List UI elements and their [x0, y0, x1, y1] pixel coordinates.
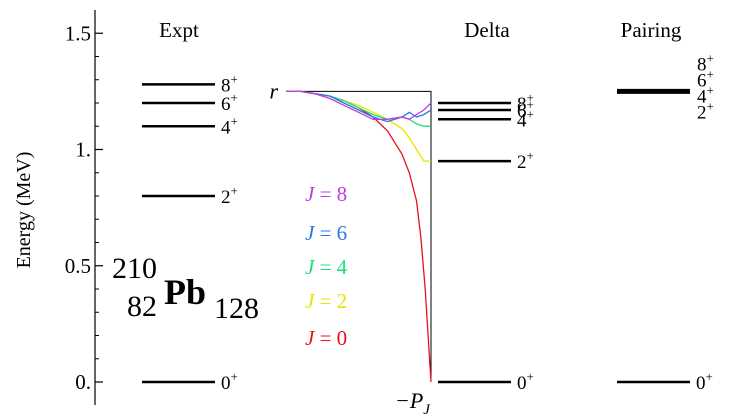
flow-start-label: r [269, 78, 278, 103]
y-tick-label-3: 1.5 [65, 21, 91, 45]
nucleus-neutron-number: 128 [214, 292, 259, 325]
level-label-8: 8+ [517, 90, 534, 115]
y-tick-label-2: 1. [75, 138, 91, 162]
nucleus-symbol: Pb [164, 272, 206, 312]
flow-frame [286, 90, 432, 382]
column-delta: 0+ 2+ 4+6+8+ [438, 90, 534, 394]
energy-levels: 0+2+4+6+8+0+2+4+6+8+0+8+6+4+2+ [142, 50, 714, 394]
column-pairing: 0+ 8+6+4+2+ [617, 50, 714, 394]
level-label-0: 0+ [696, 369, 713, 394]
level-label-0: 0+ [517, 369, 534, 394]
level-label-4: 4+ [697, 82, 714, 107]
flow-curve-j8 [286, 90, 432, 121]
legend-entry-j8: J = 8 [305, 182, 347, 206]
flow-legend: J = 8 J = 6 J = 4 J = 2 J = 0 [305, 182, 348, 350]
legend-entry-j0: J = 0 [305, 326, 347, 350]
level-label-6: 6+ [697, 66, 714, 91]
legend-entry-j6: J = 6 [305, 221, 347, 245]
level-label-6: 6+ [517, 97, 534, 122]
level-label-4: 4+ [221, 113, 238, 138]
level-label-8: 8+ [697, 50, 714, 75]
level-label-6: 6+ [221, 90, 238, 115]
nucleus-label: 210 82 Pb 128 [112, 252, 259, 325]
level-label-4: 4+ [517, 106, 534, 131]
column-titles: Expt Delta Pairing [159, 18, 682, 42]
legend-entry-j4: J = 4 [305, 255, 348, 279]
y-tick-label-0: 0. [75, 370, 91, 394]
nucleus-mass-number: 210 [112, 252, 157, 285]
level-label-0: 0+ [221, 369, 238, 394]
column-title-expt: Expt [159, 18, 199, 42]
flow-end-label: −PJ [395, 388, 431, 415]
flow-curve-j4 [286, 90, 431, 127]
column-title-pairing: Pairing [621, 18, 682, 42]
flow-box: r −PJ [269, 78, 432, 415]
column-title-delta: Delta [464, 18, 510, 42]
flow-curve-j6 [286, 90, 432, 123]
y-axis-label: Energy (MeV) [13, 152, 35, 269]
nucleus-atomic-number: 82 [127, 290, 157, 323]
level-label-2: 2+ [517, 148, 534, 173]
column-expt: 0+ 2+ 4+6+8+ [142, 71, 238, 394]
level-label-2: 2+ [697, 98, 714, 123]
y-axis: 0. 0.5 1. 1.5 Energy (MeV) [13, 10, 103, 405]
level-label-2: 2+ [221, 183, 238, 208]
level-label-8: 8+ [221, 71, 238, 96]
legend-entry-j2: J = 2 [305, 289, 347, 313]
flow-curve-j2 [286, 90, 431, 162]
y-tick-label-1: 0.5 [65, 254, 91, 278]
